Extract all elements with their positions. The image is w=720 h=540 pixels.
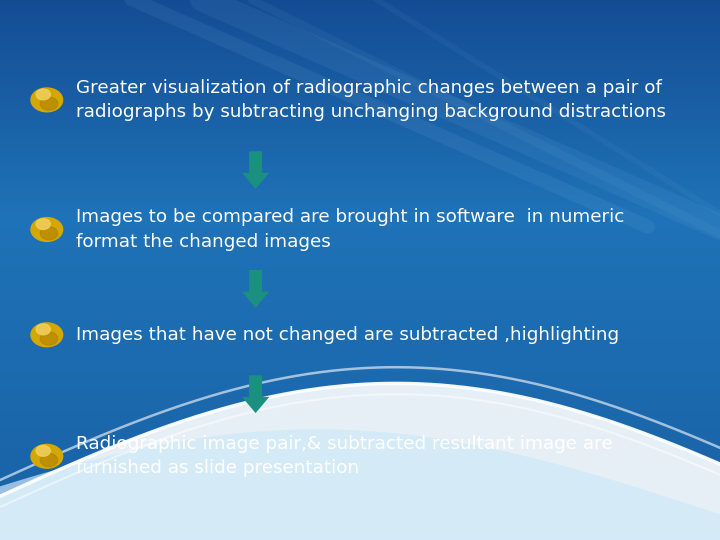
Polygon shape — [0, 383, 720, 540]
FancyArrow shape — [242, 270, 269, 308]
Text: Images to be compared are brought in software  in numeric
format the changed ima: Images to be compared are brought in sof… — [76, 208, 624, 251]
Circle shape — [36, 219, 50, 230]
Text: Greater visualization of radiographic changes between a pair of
radiographs by s: Greater visualization of radiographic ch… — [76, 79, 665, 121]
Circle shape — [40, 97, 58, 110]
Circle shape — [31, 88, 63, 112]
Circle shape — [40, 227, 58, 240]
Text: Radiographic image pair,& subtracted resultant image are
furnished as slide pres: Radiographic image pair,& subtracted res… — [76, 435, 612, 477]
Circle shape — [31, 323, 63, 347]
FancyArrow shape — [242, 375, 269, 413]
FancyArrow shape — [242, 151, 269, 189]
Circle shape — [36, 89, 50, 100]
Polygon shape — [0, 429, 720, 540]
Circle shape — [31, 444, 63, 468]
Circle shape — [40, 454, 58, 467]
Circle shape — [36, 324, 50, 335]
Circle shape — [36, 446, 50, 456]
Circle shape — [31, 218, 63, 241]
Circle shape — [40, 332, 58, 345]
Text: Images that have not changed are subtracted ,highlighting: Images that have not changed are subtrac… — [76, 326, 618, 344]
